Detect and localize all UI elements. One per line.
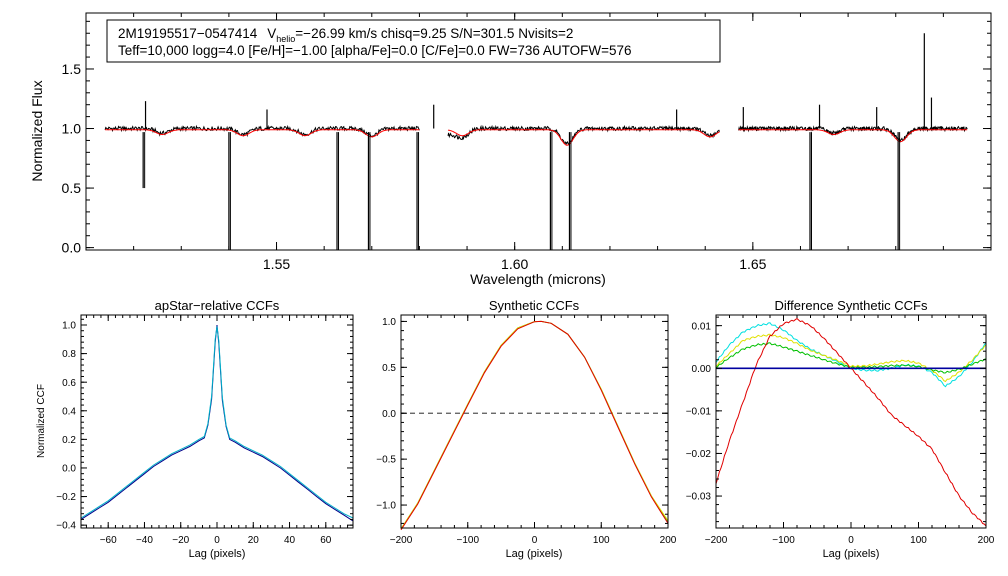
x-tick-label: −200 bbox=[705, 535, 728, 546]
y-tick-label: 1.0 bbox=[62, 121, 82, 137]
difference-ccf-frame bbox=[715, 314, 987, 529]
annotation-line-2: Teff=10,000 logg=4.0 [Fe/H]=−1.00 [alpha… bbox=[118, 43, 632, 58]
synthetic-ccf-ticks: −200 −100 0 100 200 −1.0 −0.5 0.0 0.5 1.0 bbox=[376, 315, 677, 546]
y-tick-label: 0.5 bbox=[62, 180, 82, 196]
ccf-series-line-cyan bbox=[715, 322, 987, 388]
spectrum-frame bbox=[85, 12, 992, 251]
y-tick-label: −1.0 bbox=[376, 501, 396, 512]
synthetic-spectrum-line bbox=[738, 129, 968, 143]
synthetic-ccf-frame bbox=[400, 314, 669, 529]
x-tick-label: 0 bbox=[214, 535, 220, 546]
x-tick-label: 100 bbox=[593, 535, 610, 546]
x-tick-label: −40 bbox=[136, 535, 153, 546]
difference-ccf-ticks: −200 −100 0 100 200 −0.03 −0.02 −0.01 0.00 0.01 bbox=[686, 315, 995, 546]
x-tick-label: 1.55 bbox=[263, 256, 290, 272]
spectrum-panel: 1.55 1.60 1.65 0.0 0.5 1.0 1.5 2M19195517−0547… bbox=[29, 12, 992, 287]
y-tick-label: −0.5 bbox=[376, 455, 396, 466]
y-tick-label: 0.8 bbox=[62, 349, 76, 360]
y-tick-label: −0.02 bbox=[686, 449, 712, 460]
x-tick-label: −20 bbox=[172, 535, 189, 546]
y-tick-label: 0.01 bbox=[692, 321, 712, 332]
x-tick-label: 1.65 bbox=[739, 256, 766, 272]
spectrum-x-axis-label: Wavelength (microns) bbox=[470, 271, 606, 287]
synthetic-ccf-panel: −200 −100 0 100 200 −1.0 −0.5 0.0 0.5 1.0 Synthet… bbox=[376, 298, 677, 560]
x-tick-label: −60 bbox=[100, 535, 117, 546]
apstar-ccf-y-axis-label: Normalized CCF bbox=[36, 384, 47, 458]
x-tick-label: 60 bbox=[320, 535, 332, 546]
x-tick-label: 100 bbox=[910, 535, 927, 546]
y-tick-label: 1.5 bbox=[62, 61, 82, 77]
annotation-box bbox=[106, 19, 721, 63]
x-tick-label: 20 bbox=[248, 535, 260, 546]
difference-ccf-panel: −200 −100 0 100 200 −0.03 −0.02 −0.01 0.00 0.01 D… bbox=[686, 298, 995, 560]
x-tick-label: 200 bbox=[978, 535, 995, 546]
ccf-series-line-green bbox=[400, 320, 669, 530]
y-tick-label: 0.5 bbox=[382, 363, 396, 374]
difference-ccf-title: Difference Synthetic CCFs bbox=[775, 298, 928, 313]
spectrum-ticks: 1.55 1.60 1.65 0.0 0.5 1.0 1.5 bbox=[62, 13, 991, 272]
x-tick-label: 0 bbox=[532, 535, 538, 546]
synthetic-spectrum-line bbox=[447, 129, 720, 146]
observed-spectrum-line bbox=[104, 124, 420, 138]
y-tick-label: −0.4 bbox=[56, 521, 76, 532]
apstar-ccf-panel: −60 −40 −20 0 20 40 60 −0.4 −0.2 0.0 0.2 0.4 0.6 0.8 1… bbox=[36, 298, 354, 560]
y-tick-label: 0.00 bbox=[692, 364, 712, 375]
x-tick-label: 1.60 bbox=[501, 256, 528, 272]
y-tick-label: 0.4 bbox=[62, 406, 76, 417]
ccf-series-line-yellow bbox=[715, 333, 987, 383]
x-tick-label: −100 bbox=[456, 535, 479, 546]
ccf-series-line-visit-2 bbox=[80, 326, 354, 519]
apstar-ccf-x-axis-label: Lag (pixels) bbox=[189, 548, 246, 560]
y-tick-label: −0.01 bbox=[686, 406, 712, 417]
observed-spectrum-line bbox=[447, 124, 720, 146]
ccf-series-line-yellow bbox=[400, 320, 669, 530]
x-tick-label: −100 bbox=[772, 535, 795, 546]
ccf-series-line-visit-1 bbox=[80, 324, 354, 522]
ccf-series-line-red bbox=[400, 320, 669, 531]
y-tick-label: 0.2 bbox=[62, 435, 76, 446]
spectrum-y-axis-label: Normalized Flux bbox=[29, 80, 45, 181]
y-tick-label: 0.0 bbox=[382, 409, 396, 420]
y-tick-label: 1.0 bbox=[62, 321, 76, 332]
y-tick-label: −0.2 bbox=[56, 492, 76, 503]
x-tick-label: 0 bbox=[848, 535, 854, 546]
x-tick-label: −200 bbox=[390, 535, 413, 546]
difference-ccf-x-axis-label: Lag (pixels) bbox=[823, 548, 880, 560]
apstar-ccf-ticks: −60 −40 −20 0 20 40 60 −0.4 −0.2 0.0 0.2 0.4 0.6 0.8 1… bbox=[56, 315, 353, 546]
apstar-ccf-frame bbox=[80, 314, 354, 529]
observed-spectrum-line bbox=[738, 124, 968, 143]
ccf-series-line-red bbox=[715, 317, 987, 527]
synthetic-ccf-title: Synthetic CCFs bbox=[489, 298, 580, 313]
annotation-line-1: 2M19195517−0547414 Vhelio=−26.99 km/s chi… bbox=[118, 26, 573, 44]
y-tick-label: 0.0 bbox=[62, 464, 76, 475]
difference-ccf-marks bbox=[715, 317, 987, 527]
x-tick-label: 200 bbox=[660, 535, 677, 546]
apstar-ccf-marks bbox=[80, 324, 354, 522]
synthetic-ccf-marks bbox=[400, 320, 669, 531]
apstar-ccf-title: apStar−relative CCFs bbox=[155, 298, 280, 313]
synthetic-spectrum-line bbox=[105, 129, 420, 138]
y-tick-label: 0.6 bbox=[62, 378, 76, 389]
y-tick-label: 0.0 bbox=[62, 240, 82, 256]
synthetic-ccf-x-axis-label: Lag (pixels) bbox=[506, 548, 563, 560]
x-tick-label: 40 bbox=[284, 535, 296, 546]
y-tick-label: −0.03 bbox=[686, 492, 712, 503]
spectrum-marks bbox=[104, 33, 968, 250]
y-tick-label: 1.0 bbox=[382, 317, 396, 328]
